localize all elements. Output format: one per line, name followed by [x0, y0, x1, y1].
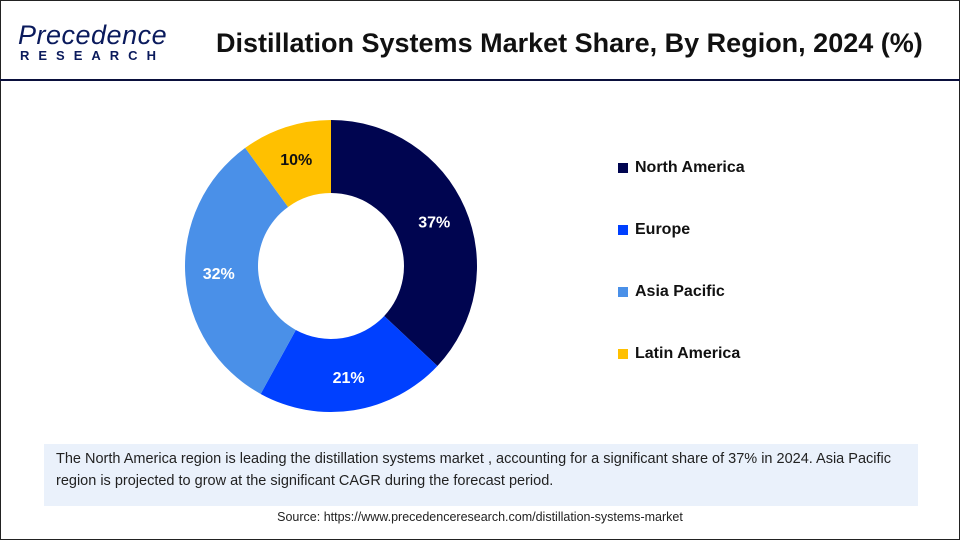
data-label: 32% — [203, 266, 235, 283]
logo-subtext: RESEARCH — [20, 48, 165, 63]
legend-label: North America — [635, 159, 745, 176]
legend-label: Latin America — [635, 345, 741, 362]
legend-label: Asia Pacific — [635, 283, 725, 300]
legend-swatch — [618, 163, 628, 173]
legend-swatch — [618, 225, 628, 235]
donut-slice-asia-pacific — [185, 147, 296, 394]
data-label: 21% — [333, 370, 365, 387]
legend-label: Europe — [635, 221, 691, 238]
legend-swatch — [618, 349, 628, 359]
data-label: 37% — [418, 214, 450, 231]
logo: Precedence RESEARCH — [18, 20, 168, 64]
data-label: 10% — [280, 152, 312, 169]
legend-item: Asia Pacific — [618, 282, 745, 302]
source-text: Source: https://www.precedenceresearch.c… — [277, 510, 683, 524]
page-title: Distillation Systems Market Share, By Re… — [216, 28, 923, 58]
legend-swatch — [618, 287, 628, 297]
donut-slice-latin-america — [245, 120, 331, 207]
summary-note: The North America region is leading the … — [44, 444, 918, 506]
legend-item: Europe — [618, 220, 745, 240]
legend-item: North America — [618, 158, 745, 178]
donut-slice-europe — [260, 315, 438, 412]
legend: North America Europe Asia Pacific Latin … — [618, 158, 745, 406]
header-divider — [0, 79, 960, 81]
logo-wordmark: Precedence — [18, 20, 168, 50]
legend-item: Latin America — [618, 344, 745, 364]
donut-slice-north-america — [331, 120, 477, 366]
